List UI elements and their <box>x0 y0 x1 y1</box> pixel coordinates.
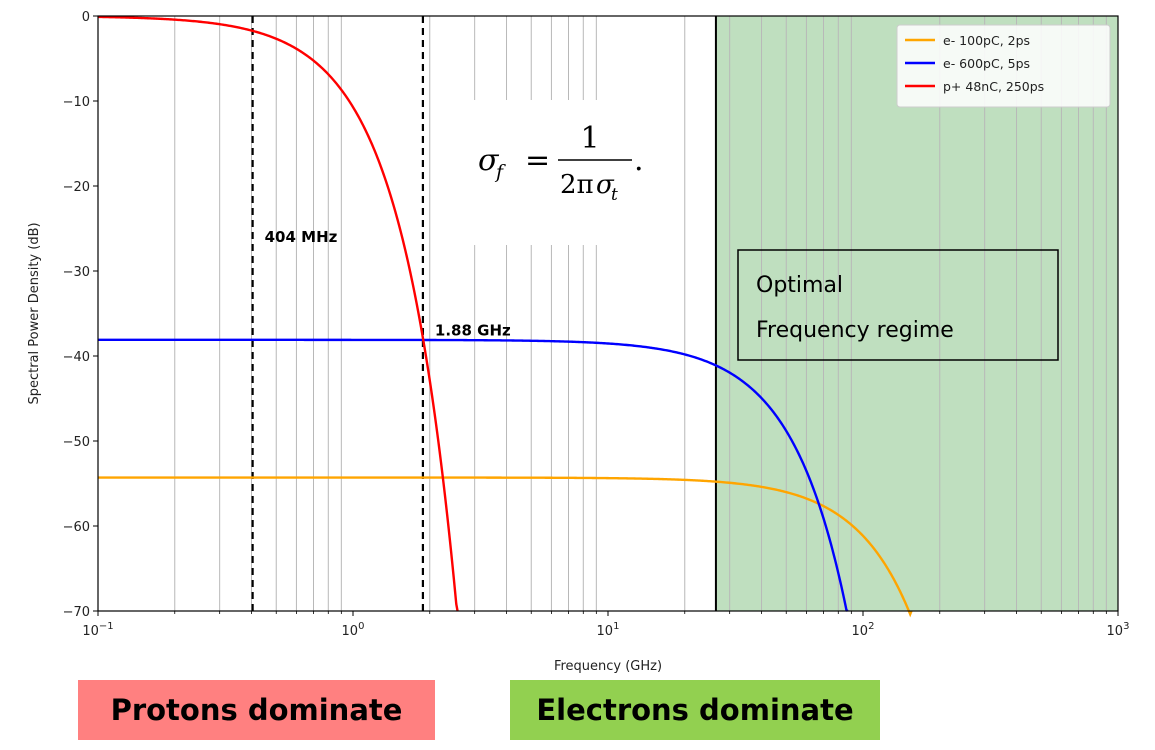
x-tick-label-3: 102 <box>852 621 875 639</box>
legend-label-0: e- 100pC, 2ps <box>943 33 1030 48</box>
vline-label-1: 1.88 GHz <box>435 322 511 340</box>
electrons-dominate-label: Electrons dominate <box>510 680 880 740</box>
optimal-region-label-line1: Optimal <box>756 273 843 298</box>
formula-den-prefix: 2π <box>560 170 594 200</box>
optimal-region-label-line2: Frequency regime <box>756 318 954 343</box>
formula-background <box>470 100 670 245</box>
optimal-region-layer <box>715 16 1118 611</box>
formula: σ f = 1 2π σ t . <box>470 100 670 245</box>
y-tick-label-7: −70 <box>63 605 90 620</box>
vline-label-0: 404 MHz <box>265 228 338 246</box>
series-layer <box>97 15 913 618</box>
optimal-region-shade <box>715 16 1118 611</box>
y-tick-label-6: −60 <box>63 520 90 535</box>
x-tick-label-2: 101 <box>597 621 620 639</box>
y-axis-label: Spectral Power Density (dB) <box>27 222 42 404</box>
legend-box <box>896 24 1111 108</box>
legend-label-1: e- 600pC, 5ps <box>943 56 1030 71</box>
optimal-region-box: Optimal Frequency regime <box>737 249 1059 361</box>
formula-equals: = <box>525 143 550 178</box>
formula-lhs-sub: f <box>494 161 506 183</box>
vline-layer: 404 MHz 1.88 GHz <box>251 16 717 611</box>
y-tick-label-5: −50 <box>63 435 90 450</box>
formula-numerator: 1 <box>580 121 599 156</box>
series-line-0 <box>98 476 913 618</box>
x-axis-label: Frequency (GHz) <box>554 659 662 674</box>
formula-trail: . <box>634 143 644 178</box>
x-tick-label-0: 10−1 <box>82 621 113 639</box>
optimal-region-label-box <box>737 249 1059 361</box>
formula-den-sub: t <box>611 185 618 205</box>
protons-dominate-label: Protons dominate <box>78 680 435 740</box>
y-tick-label-3: −30 <box>63 265 90 280</box>
formula-lhs: σ <box>478 143 500 178</box>
y-tick-label-4: −40 <box>63 350 90 365</box>
series-line-2 <box>97 15 459 612</box>
x-tick-label-1: 100 <box>342 621 365 639</box>
y-tick-label-0: 0 <box>82 10 90 25</box>
legend: e- 100pC, 2ps e- 600pC, 5ps p+ 48nC, 250ps <box>896 24 1111 108</box>
y-tick-label-1: −10 <box>63 95 90 110</box>
legend-label-2: p+ 48nC, 250ps <box>943 79 1044 94</box>
y-tick-label-2: −20 <box>63 180 90 195</box>
x-tick-label-4: 103 <box>1107 621 1130 639</box>
formula-den-sigma: σ <box>596 170 615 200</box>
grid-layer <box>174 16 1107 611</box>
series-line-1 <box>98 338 849 612</box>
